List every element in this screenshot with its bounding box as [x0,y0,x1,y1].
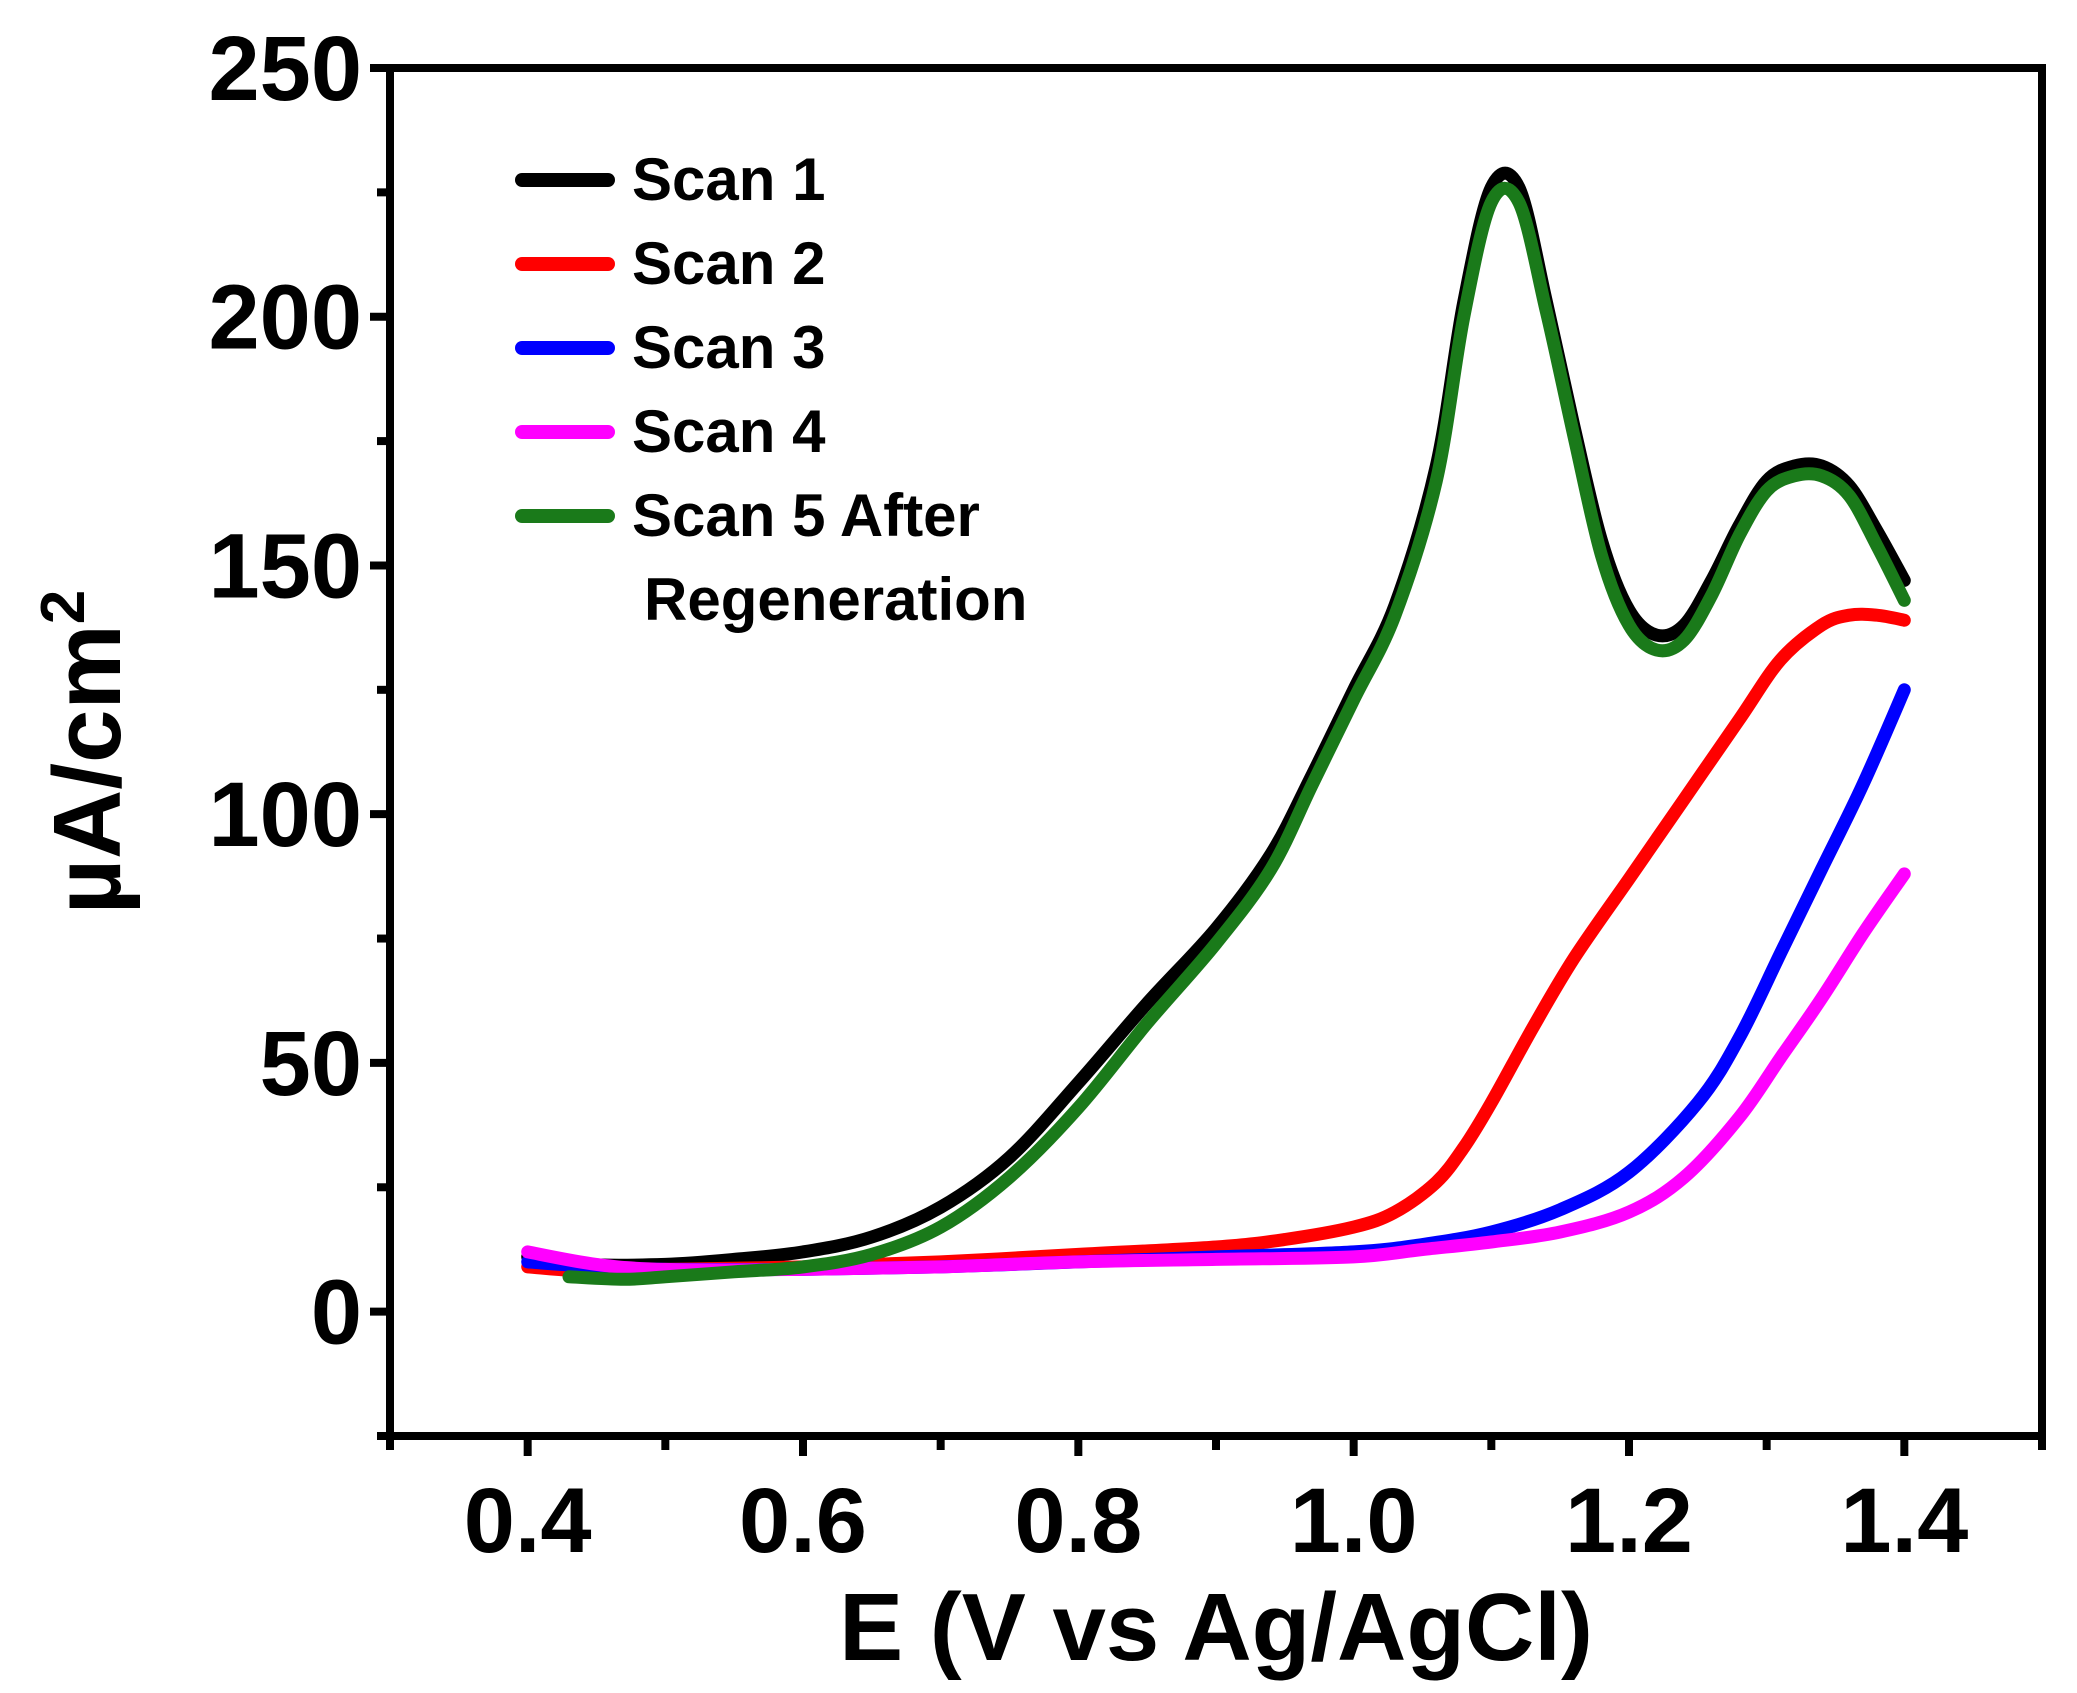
x-tick-label: 1.4 [1840,1470,1968,1572]
series-line-scan-5 [562,181,1911,1286]
x-tick-label: 1.0 [1290,1470,1418,1572]
y-tick-label: 0 [311,1262,362,1364]
legend-label: Scan 4 [632,398,826,465]
x-axis-title: E (V vs Ag/AgCl) [839,1574,1593,1681]
y-axis-title-base: µA/cm [34,624,141,914]
legend-label: Regeneration [644,566,1027,633]
y-tick-label: 150 [209,515,363,617]
y-tick-label: 100 [209,764,363,866]
axis-tick-labels: 0 50 100 150 200 250 0.4 0.6 0.8 1.0 1.2 1.4 [209,18,1969,1572]
y-tick-label: 200 [209,267,363,369]
axis-ticks [370,64,2046,1456]
x-tick-label: 0.8 [1014,1470,1142,1572]
legend-label: Scan 1 [632,146,825,213]
y-tick-label: 50 [260,1013,362,1115]
y-axis-title-superscript: 2 [29,590,98,624]
y-axis-title: µA/cm2 [29,590,141,915]
x-tick-label: 0.6 [739,1470,867,1572]
x-tick-label: 1.2 [1565,1470,1693,1572]
legend-label: Scan 5 After [632,482,980,549]
x-tick-label: 0.4 [464,1470,592,1572]
data-series [521,166,1911,1286]
legend-label: Scan 3 [632,314,825,381]
y-tick-label: 250 [209,18,363,120]
legend-label: Scan 2 [632,230,825,297]
legend: Scan 1 Scan 2 Scan 3 Scan 4 Scan 5 After Rege… [515,146,1027,633]
